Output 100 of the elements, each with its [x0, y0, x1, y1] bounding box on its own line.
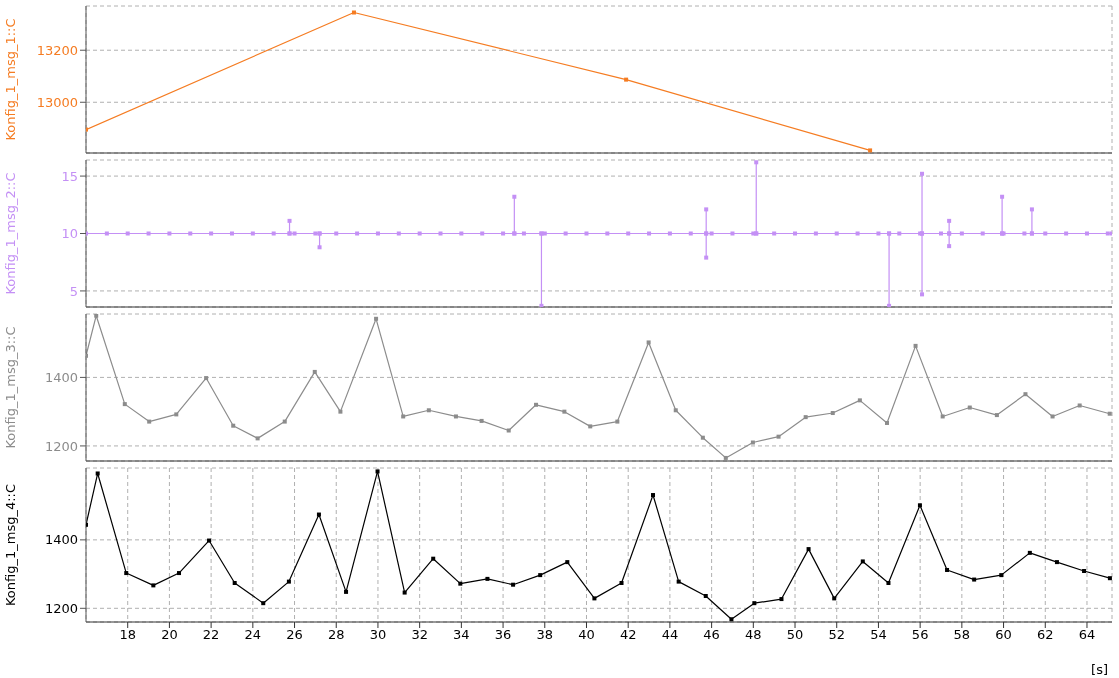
point: [945, 567, 950, 572]
x-tick-label: 60: [995, 627, 1012, 643]
x-tick-label: 22: [202, 627, 220, 643]
point: [231, 423, 236, 428]
point: [703, 593, 708, 598]
x-tick-label: 24: [244, 627, 262, 643]
point: [779, 597, 784, 602]
point: [562, 409, 567, 414]
point: [255, 436, 260, 441]
point: [204, 376, 209, 381]
point: [967, 405, 972, 410]
point: [913, 343, 918, 348]
x-tick-label: 46: [703, 627, 720, 643]
x-tick-label: 18: [119, 627, 136, 643]
point: [147, 419, 152, 424]
x-tick-label: 28: [327, 627, 345, 643]
point: [151, 583, 156, 588]
point: [316, 512, 321, 517]
point: [401, 414, 406, 419]
point: [803, 415, 808, 420]
point: [177, 571, 182, 576]
point: [592, 596, 597, 601]
point: [830, 411, 835, 416]
x-tick-label: 30: [369, 627, 387, 643]
x-tick-label: 56: [911, 627, 929, 643]
x-tick-label: 40: [578, 627, 595, 643]
x-tick-label: 64: [1078, 627, 1096, 643]
point: [374, 316, 379, 321]
point: [538, 573, 543, 578]
y-axis-title: Konfig_1_msg_4::C: [2, 483, 18, 607]
point: [776, 434, 781, 439]
x-tick-label: 58: [953, 627, 971, 643]
point: [588, 424, 593, 429]
point: [506, 428, 511, 433]
point: [917, 503, 922, 508]
point: [651, 493, 656, 498]
point: [1107, 411, 1112, 416]
point: [94, 314, 99, 318]
point: [1027, 550, 1032, 555]
point: [1107, 576, 1112, 581]
point: [1050, 414, 1055, 419]
point: [857, 398, 862, 403]
y-tick-label: 10: [61, 226, 78, 242]
point: [999, 573, 1004, 578]
point: [886, 580, 891, 585]
point: [729, 617, 734, 622]
point: [624, 77, 629, 82]
y-axis-title: Konfig_1_msg_2::C: [2, 172, 18, 295]
point: [207, 538, 212, 543]
x-tick-label: 52: [828, 627, 846, 643]
point: [994, 413, 999, 418]
point: [676, 579, 681, 584]
x-tick-label: 38: [536, 627, 554, 643]
point: [426, 408, 431, 413]
y-tick-label: 15: [61, 168, 78, 184]
point: [723, 455, 728, 460]
point: [1082, 569, 1087, 574]
x-tick-label: 26: [286, 627, 303, 643]
x-tick-label: 34: [453, 627, 470, 643]
point: [431, 556, 436, 561]
point: [534, 402, 539, 407]
point: [261, 601, 266, 606]
point: [750, 440, 755, 445]
point: [122, 402, 127, 407]
point: [458, 581, 463, 586]
point: [752, 601, 757, 606]
point: [338, 409, 343, 414]
y-tick-label: 5: [69, 283, 78, 299]
point: [312, 369, 317, 374]
x-tick-label: 62: [1036, 627, 1054, 643]
point: [174, 412, 179, 417]
point: [940, 414, 945, 419]
point: [95, 471, 100, 476]
y-tick-label: 1200: [44, 600, 78, 616]
point: [479, 418, 484, 423]
x-tick-label: 50: [786, 627, 804, 643]
point: [646, 340, 651, 345]
x-tick-label: 20: [161, 627, 178, 643]
point: [282, 419, 287, 424]
y-tick-label: 13200: [36, 42, 78, 58]
x-tick-label: 44: [661, 627, 679, 643]
point: [485, 576, 490, 581]
point: [1077, 403, 1082, 408]
y-axis-title: Konfig_1_msg_3::C: [2, 326, 18, 449]
point: [124, 571, 129, 576]
point: [351, 10, 356, 15]
y-tick-label: 1400: [44, 532, 78, 548]
point: [1054, 560, 1059, 565]
point: [619, 580, 624, 585]
point: [884, 420, 889, 425]
x-tick-label: 54: [870, 627, 887, 643]
point: [868, 148, 873, 153]
point: [700, 435, 705, 440]
point: [565, 560, 570, 565]
x-tick-label: 48: [745, 627, 762, 643]
y-tick-label: 13000: [36, 94, 78, 110]
point: [806, 547, 811, 552]
y-tick-label: 1400: [44, 370, 78, 386]
x-axis-title: [s]: [1091, 662, 1108, 677]
point: [344, 589, 349, 594]
